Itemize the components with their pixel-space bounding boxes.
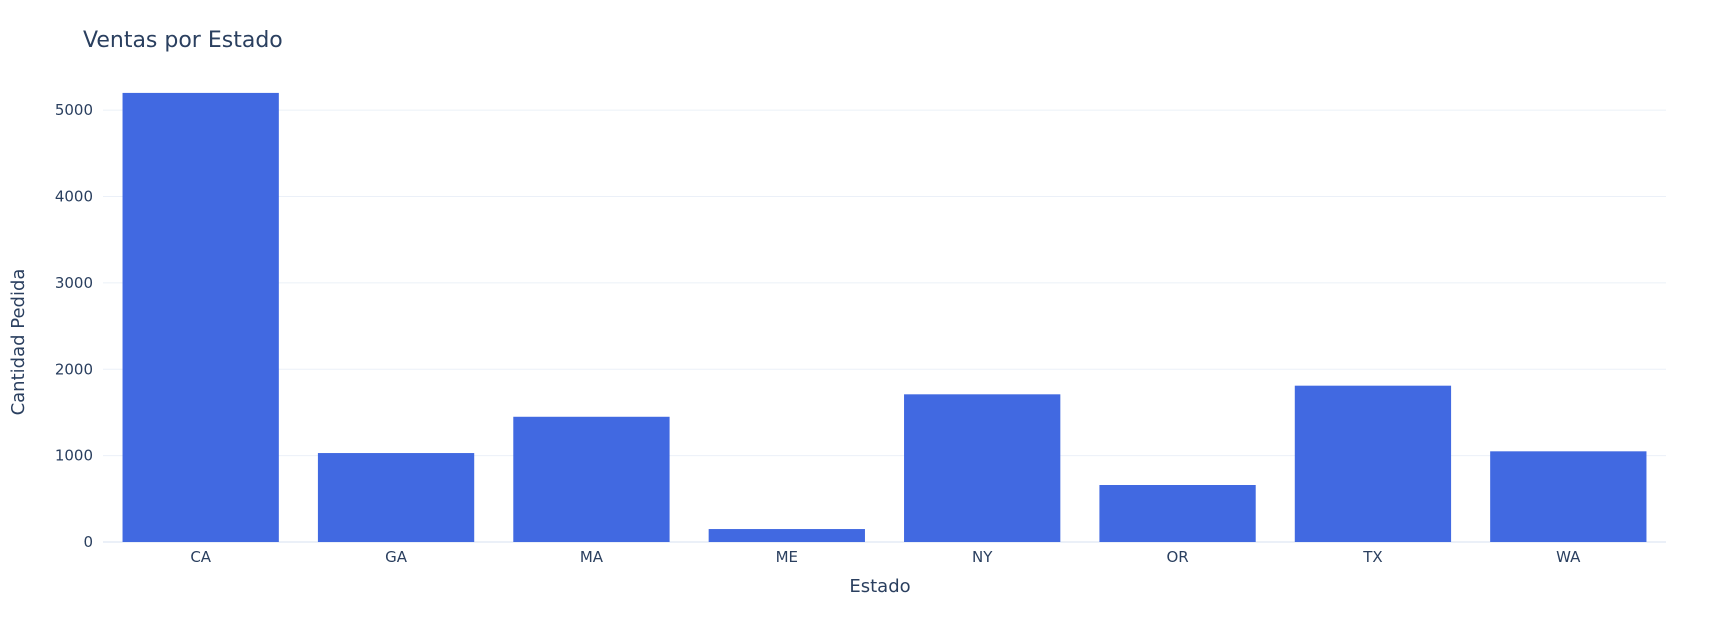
x-axis-title: Estado [849,576,910,597]
y-tick-label-1000: 1000 [55,447,93,465]
y-tick-label-5000: 5000 [55,101,93,119]
x-tick-label-or: OR [1166,548,1188,566]
x-tick-label-me: ME [776,548,798,566]
x-tick-label-ca: CA [190,548,211,566]
bar-or[interactable] [1099,485,1256,542]
bar-ga[interactable] [317,453,475,542]
x-tick-label-wa: WA [1556,548,1581,566]
bar-tx[interactable] [1294,385,1452,542]
bar-ca[interactable] [122,92,279,542]
bar-ma[interactable] [513,416,670,542]
x-tick-label-ma: MA [580,548,604,566]
x-tick-label-ny: NY [972,548,993,566]
y-axis-title: Cantidad Pedida [8,269,29,416]
y-tick-label-0: 0 [83,533,93,551]
chart-title: Ventas por Estado [83,28,283,53]
x-tick-label-tx: TX [1362,548,1382,566]
bars [122,92,1647,542]
y-axis-ticks: 0 1000 2000 3000 4000 5000 [55,101,93,551]
y-tick-label-3000: 3000 [55,274,93,292]
y-tick-label-2000: 2000 [55,360,93,378]
x-tick-label-ga: GA [385,548,408,566]
bar-me[interactable] [708,529,865,542]
bar-wa[interactable] [1490,451,1647,542]
x-axis-ticks: CA GA MA ME NY OR TX WA [190,548,1581,566]
y-tick-label-4000: 4000 [55,188,93,206]
bar-ny[interactable] [904,394,1061,542]
